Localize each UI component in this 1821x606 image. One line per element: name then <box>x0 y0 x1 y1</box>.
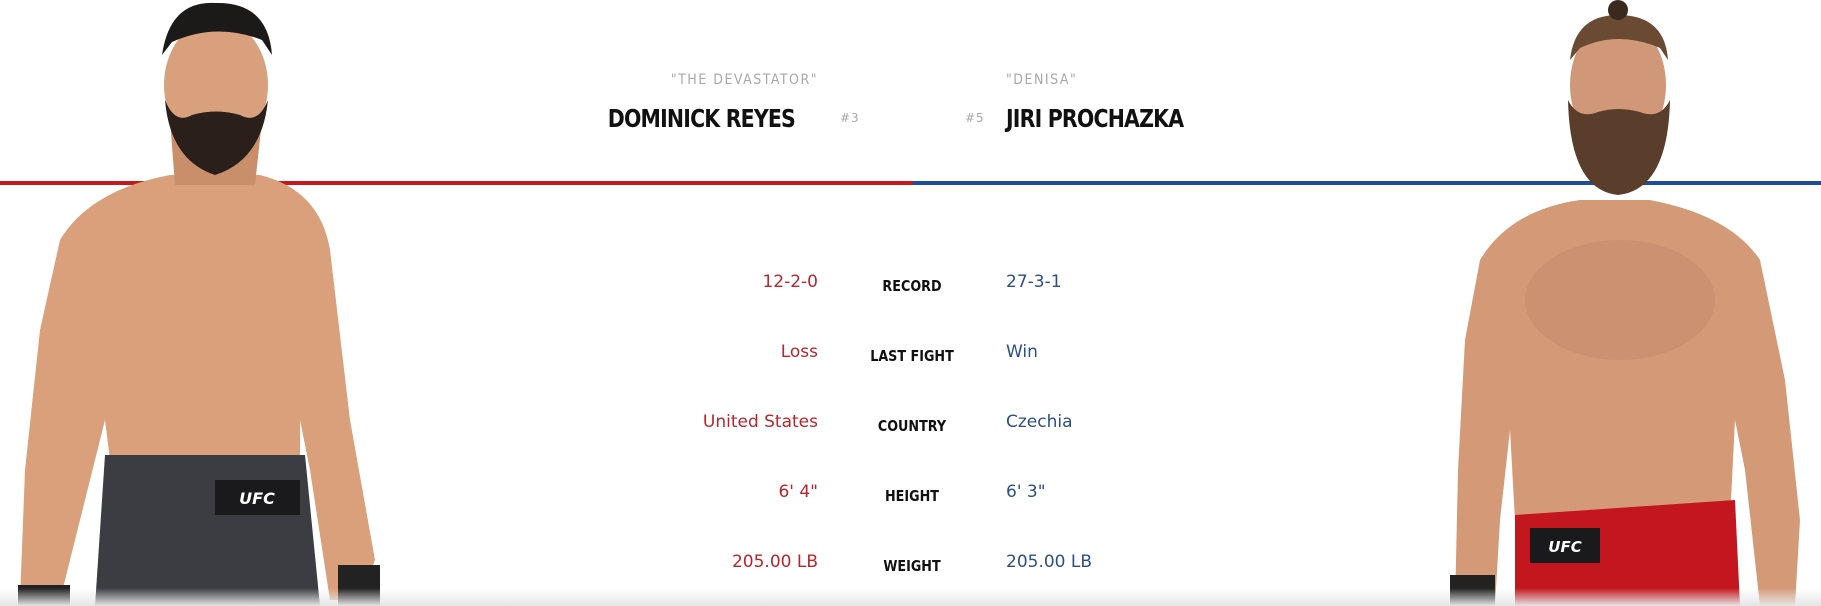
stat-row-record: 12-2-0 RECORD 27-3-1 <box>0 272 1821 312</box>
stat-label: COUNTRY <box>877 417 947 435</box>
stat-label: RECORD <box>882 277 942 295</box>
red-weight: 205.00 LB <box>731 552 818 572</box>
blue-country: Czechia <box>1006 412 1073 432</box>
blue-height: 6' 3" <box>1006 482 1046 502</box>
blue-fighter-rank: #5 <box>965 111 985 125</box>
red-corner-divider <box>0 181 913 185</box>
stat-label: LAST FIGHT <box>870 347 954 365</box>
red-last-fight: Loss <box>780 342 818 362</box>
red-country: United States <box>702 412 818 432</box>
blue-fighter-photo: UFC <box>1450 0 1800 606</box>
stat-row-weight: 205.00 LB WEIGHT 205.00 LB <box>0 552 1821 592</box>
stat-label: WEIGHT <box>883 557 941 575</box>
blue-fighter-nickname: "DENISA" <box>1006 72 1078 88</box>
red-height: 6' 4" <box>778 482 818 502</box>
blue-record: 27-3-1 <box>1006 272 1062 292</box>
stat-label: HEIGHT <box>885 487 939 505</box>
red-fighter-name[interactable]: DOMINICK REYES <box>607 104 796 133</box>
red-fighter-nickname: "THE DEVASTATOR" <box>670 72 818 88</box>
stat-row-country: United States COUNTRY Czechia <box>0 412 1821 452</box>
blue-weight: 205.00 LB <box>1006 552 1093 572</box>
red-record: 12-2-0 <box>762 272 818 292</box>
blue-corner-divider <box>913 181 1821 185</box>
blue-last-fight: Win <box>1006 342 1038 362</box>
bottom-fade <box>0 588 1821 606</box>
stat-row-last-fight: Loss LAST FIGHT Win <box>0 342 1821 382</box>
red-fighter-rank: #3 <box>840 111 860 125</box>
stat-row-height: 6' 4" HEIGHT 6' 3" <box>0 482 1821 522</box>
ufc-logo: UFC <box>1548 538 1581 556</box>
ufc-logo: UFC <box>239 489 275 508</box>
blue-fighter-name[interactable]: JIRI PROCHAZKA <box>1006 104 1184 133</box>
red-fighter-photo: UFC <box>18 2 380 606</box>
